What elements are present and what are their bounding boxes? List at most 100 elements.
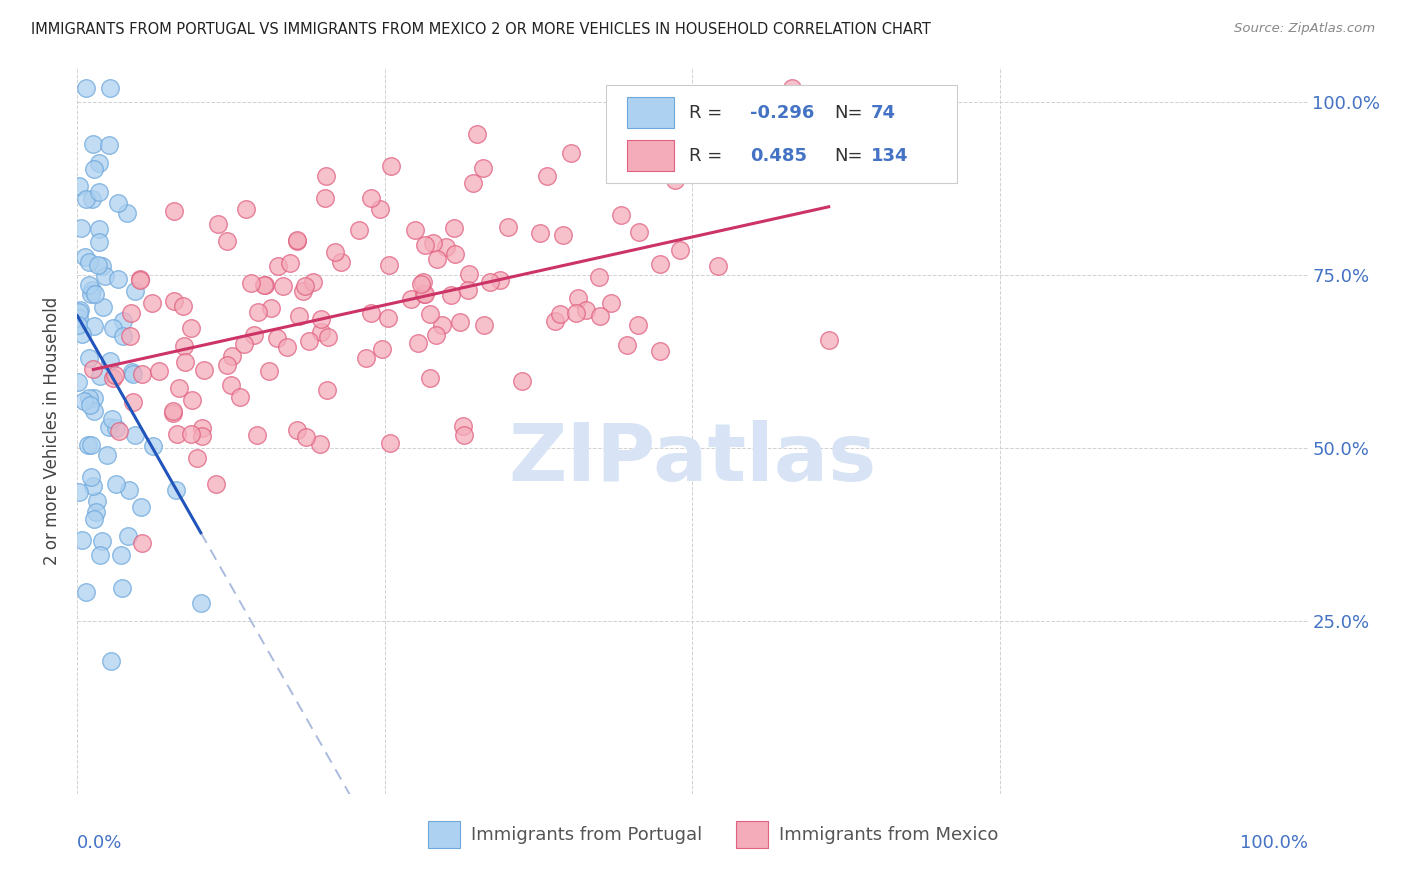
Point <box>412 275 434 289</box>
Point <box>80 470 103 484</box>
Point <box>600 295 623 310</box>
Text: N=: N= <box>834 103 862 121</box>
Point <box>246 428 269 442</box>
Point <box>87 156 110 170</box>
Text: ZIPatlas: ZIPatlas <box>509 420 876 499</box>
Text: R =: R = <box>689 146 728 165</box>
Point <box>142 439 165 453</box>
Point <box>83 391 105 405</box>
Point <box>101 320 124 334</box>
Point <box>311 312 333 326</box>
Point <box>399 292 422 306</box>
Point <box>412 287 434 301</box>
Point <box>413 238 436 252</box>
Point <box>422 235 444 250</box>
Point <box>180 427 202 442</box>
Point <box>239 277 262 291</box>
Point <box>77 254 100 268</box>
Point <box>285 234 308 248</box>
Point <box>575 302 598 317</box>
Point <box>89 369 111 384</box>
Point <box>117 528 139 542</box>
Point <box>295 430 318 444</box>
Point <box>536 169 558 183</box>
Point <box>627 318 650 332</box>
Bar <box>735 821 768 848</box>
Point <box>162 404 184 418</box>
Point <box>79 287 101 301</box>
Point <box>294 278 316 293</box>
Point <box>349 223 371 237</box>
Point <box>589 309 612 323</box>
Point <box>451 418 474 433</box>
Point <box>404 223 426 237</box>
Bar <box>627 140 673 171</box>
Point <box>432 318 454 333</box>
Text: Immigrants from Mexico: Immigrants from Mexico <box>779 826 998 844</box>
Text: R =: R = <box>689 103 728 121</box>
Point <box>463 176 485 190</box>
Point <box>87 235 110 250</box>
Point <box>215 235 238 249</box>
Point <box>70 327 93 342</box>
Point <box>163 294 186 309</box>
Point <box>91 534 114 549</box>
Point <box>193 363 215 377</box>
Point <box>669 243 692 257</box>
Point <box>83 161 105 176</box>
Point <box>89 548 111 562</box>
Point <box>97 419 120 434</box>
Point <box>292 284 315 298</box>
Point <box>191 421 214 435</box>
Point <box>529 227 551 241</box>
Point <box>180 392 202 407</box>
Point <box>302 276 325 290</box>
Point <box>243 328 266 343</box>
Point <box>69 302 91 317</box>
Bar <box>427 821 460 848</box>
Point <box>124 284 146 298</box>
Point <box>89 186 111 200</box>
Point <box>207 217 229 231</box>
Point <box>104 476 127 491</box>
Point <box>449 315 471 329</box>
Point <box>112 329 135 343</box>
Point <box>87 258 110 272</box>
Point <box>664 172 686 186</box>
Point <box>567 292 589 306</box>
Point <box>131 535 153 549</box>
Point <box>82 192 104 206</box>
Point <box>70 533 93 547</box>
Y-axis label: 2 or more Vehicles in Household: 2 or more Vehicles in Household <box>44 296 62 565</box>
Point <box>79 399 101 413</box>
Point <box>104 368 127 382</box>
Point <box>103 371 125 385</box>
Point <box>257 364 280 378</box>
Point <box>316 383 339 397</box>
Text: 74: 74 <box>870 103 896 121</box>
Point <box>98 80 121 95</box>
Point <box>75 192 97 206</box>
Text: -0.296: -0.296 <box>751 103 814 121</box>
Point <box>80 438 103 452</box>
Point <box>253 278 276 293</box>
Point <box>205 477 228 491</box>
Point <box>266 331 288 345</box>
Point <box>215 359 238 373</box>
Point <box>551 228 574 243</box>
Point <box>316 330 339 344</box>
Point <box>148 363 170 377</box>
Text: IMMIGRANTS FROM PORTUGAL VS IMMIGRANTS FROM MEXICO 2 OR MORE VEHICLES IN HOUSEHO: IMMIGRANTS FROM PORTUGAL VS IMMIGRANTS F… <box>31 22 931 37</box>
Point <box>444 247 467 261</box>
Point <box>707 259 730 273</box>
Point <box>560 146 582 161</box>
Point <box>174 354 197 368</box>
Point <box>413 287 436 301</box>
Point <box>472 318 495 332</box>
Point <box>219 378 242 392</box>
Point <box>512 374 534 388</box>
Point <box>285 234 308 248</box>
Point <box>278 256 301 270</box>
Point <box>122 395 145 409</box>
Point <box>100 412 122 426</box>
